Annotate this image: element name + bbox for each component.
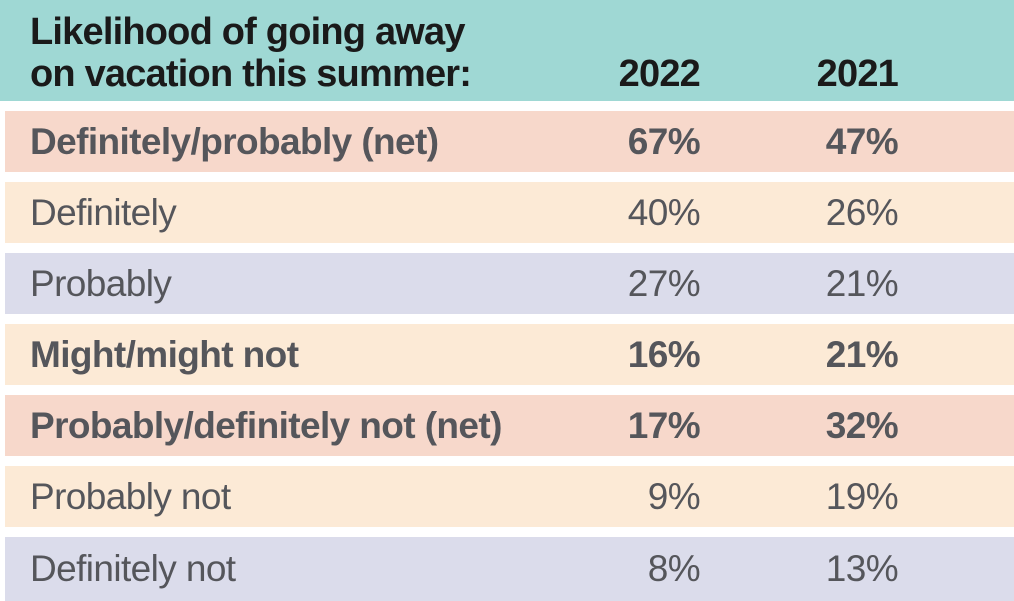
value-2022: 16%: [627, 333, 701, 375]
row-label: Probably: [30, 262, 172, 304]
value-2022: 67%: [627, 120, 701, 162]
row-label: Probably/definitely not (net): [30, 404, 502, 446]
table-header: Likelihood of going away on vacation thi…: [0, 0, 1014, 101]
column-header-2022: 2022: [618, 53, 701, 95]
value-2021: 26%: [825, 191, 899, 233]
table-row-definitely-probably-net: Definitely/probably (net) 67% 47%: [5, 111, 1014, 172]
value-2021: 47%: [825, 120, 899, 162]
table-row-probably-not: Probably not 9% 19%: [5, 466, 1014, 527]
row-label: Definitely: [30, 191, 177, 233]
table-title: Likelihood of going away on vacation thi…: [0, 11, 520, 95]
table-row-might-might-not: Might/might not 16% 21%: [5, 324, 1014, 385]
table-row-definitely: Definitely 40% 26%: [5, 182, 1014, 243]
table-row-definitely-not: Definitely not 8% 13%: [5, 537, 1014, 601]
table-title-line2: on vacation this summer:: [30, 53, 472, 95]
table-row-probably: Probably 27% 21%: [5, 253, 1014, 314]
value-2021: 21%: [825, 333, 899, 375]
value-2021: 21%: [825, 262, 899, 304]
value-2021: 32%: [825, 404, 899, 446]
row-label: Probably not: [30, 475, 231, 517]
value-2022: 17%: [627, 404, 701, 446]
table-title-line1: Likelihood of going away: [30, 11, 466, 53]
row-label: Might/might not: [30, 333, 299, 375]
table-row-probably-definitely-not-net: Probably/definitely not (net) 17% 32%: [5, 395, 1014, 456]
value-2022: 8%: [647, 548, 701, 589]
row-label: Definitely not: [30, 548, 236, 589]
column-header-2021: 2021: [816, 53, 899, 95]
value-2021: 13%: [825, 548, 899, 589]
value-2021: 19%: [825, 475, 899, 517]
value-2022: 9%: [647, 475, 701, 517]
row-label: Definitely/probably (net): [30, 120, 439, 162]
value-2022: 40%: [627, 191, 701, 233]
value-2022: 27%: [627, 262, 701, 304]
